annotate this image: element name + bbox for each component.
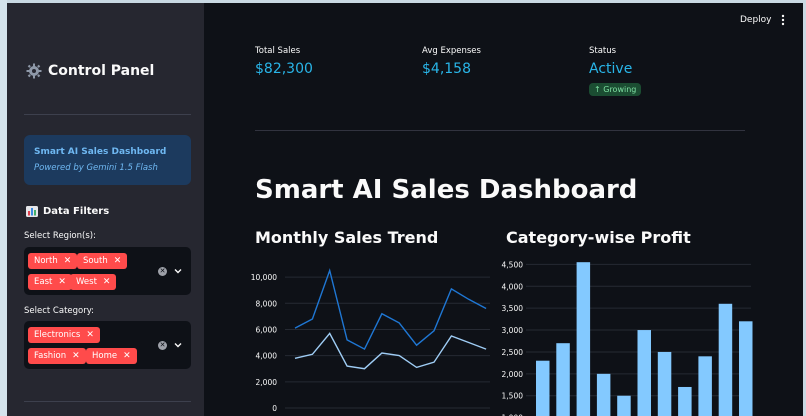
series-line [294, 268, 487, 351]
clear-all-icon[interactable]: ✕ [158, 341, 167, 350]
y-tick-label: 0 [272, 404, 277, 413]
y-tick-label: 4,500 [502, 260, 524, 269]
info-box: Smart AI Sales Dashboard Powered by Gemi… [24, 135, 191, 185]
region-multiselect[interactable]: North ✕ South ✕ East ✕ West ✕ ✕ [24, 247, 191, 295]
category-label: Select Category: [24, 306, 94, 316]
category-multiselect[interactable]: Electronics ✕ Fashion ✕ Home ✕ ✕ [24, 321, 191, 369]
bar [718, 303, 733, 416]
bar [596, 373, 611, 416]
chevron-down-icon[interactable] [173, 340, 183, 350]
bar-chart-icon [26, 206, 38, 217]
region-tag-label: East [34, 277, 53, 287]
metric-label: Status [589, 46, 617, 56]
series-line [294, 332, 487, 370]
sidebar: Control Panel Smart AI Sales Dashboard P… [7, 3, 204, 416]
sidebar-title-text: Control Panel [48, 63, 155, 79]
bar-chart: 1,000 1,500 2,000 2,500 3,000 3,500 4,000 4,500 [502, 260, 753, 416]
metric-value: $4,158 [422, 61, 471, 77]
y-tick-label: 6,000 [256, 325, 278, 334]
category-tag[interactable]: Electronics ✕ [28, 327, 100, 343]
bar [576, 262, 591, 416]
y-tick-label: 8,000 [256, 299, 278, 308]
bar [556, 343, 570, 416]
region-tag[interactable]: East ✕ [28, 274, 72, 290]
bar-chart-title: Category-wise Profit [506, 228, 691, 247]
bar [617, 395, 631, 416]
y-tick-label: 2,000 [502, 370, 524, 379]
category-tag-label: Fashion [34, 351, 67, 361]
y-tick-label: 10,000 [251, 273, 277, 282]
y-tick-label: 4,000 [502, 282, 524, 291]
info-title: Smart AI Sales Dashboard [34, 147, 167, 157]
remove-tag-icon[interactable]: ✕ [63, 256, 72, 266]
remove-tag-icon[interactable]: ✕ [113, 256, 122, 266]
bar [637, 330, 651, 416]
y-tick-label: 3,500 [502, 304, 524, 313]
y-tick-label: 4,000 [256, 352, 278, 361]
category-tag[interactable]: Fashion ✕ [28, 348, 86, 364]
region-tag[interactable]: South ✕ [77, 253, 128, 269]
main-divider [255, 130, 745, 131]
filters-heading: Data Filters [26, 206, 109, 217]
status-badge: ↑ Growing [589, 83, 642, 96]
category-tag[interactable]: Home ✕ [86, 348, 137, 364]
y-tick-label: 3,000 [502, 326, 524, 335]
remove-tag-icon[interactable]: ✕ [123, 351, 131, 361]
clear-all-icon[interactable]: ✕ [158, 267, 167, 276]
y-tick-label: 1,500 [502, 392, 524, 401]
remove-tag-icon[interactable]: ✕ [102, 277, 111, 287]
y-tick-label: 2,500 [502, 348, 524, 357]
metric-value: Active [589, 61, 633, 77]
remove-tag-icon[interactable]: ✕ [58, 277, 66, 287]
chevron-down-icon[interactable] [173, 266, 183, 276]
sidebar-title: Control Panel [26, 63, 154, 79]
filters-heading-text: Data Filters [43, 206, 110, 217]
region-tag[interactable]: West ✕ [70, 274, 117, 290]
deploy-button[interactable]: Deploy [740, 15, 772, 25]
y-tick-label: 2,000 [256, 378, 278, 387]
region-tag-label: North [34, 256, 58, 266]
metric-label: Total Sales [255, 46, 301, 56]
metric-value: $82,300 [255, 61, 313, 77]
info-subtitle: Powered by Gemini 1.5 Flash [34, 163, 158, 173]
sidebar-divider [24, 401, 191, 402]
window-left-edge [0, 0, 7, 416]
bar [739, 321, 753, 416]
y-tick-label: 1,000 [502, 414, 524, 416]
remove-tag-icon[interactable]: ✕ [86, 330, 94, 340]
remove-tag-icon[interactable]: ✕ [72, 351, 80, 361]
more-menu-icon[interactable] [781, 14, 785, 26]
region-tag-label: South [83, 256, 108, 266]
region-label: Select Region(s): [24, 231, 96, 241]
category-tag-label: Home [92, 351, 118, 361]
metric-label: Avg Expenses [422, 46, 481, 56]
line-chart-title: Monthly Sales Trend [255, 228, 439, 247]
page-title: Smart AI Sales Dashboard [255, 175, 638, 205]
window-right-edge [803, 0, 806, 416]
line-chart: 0 2,000 4,000 6,000 8,000 10,000 [251, 268, 490, 413]
bar [698, 356, 712, 416]
bar [678, 386, 692, 416]
bar [536, 360, 550, 416]
region-tag-label: West [76, 277, 97, 287]
sidebar-divider [24, 114, 191, 115]
category-tag-label: Electronics [34, 330, 81, 340]
gear-icon [26, 63, 42, 79]
region-tag[interactable]: North ✕ [28, 253, 78, 269]
bar [657, 351, 672, 416]
window-top-edge [0, 0, 806, 3]
